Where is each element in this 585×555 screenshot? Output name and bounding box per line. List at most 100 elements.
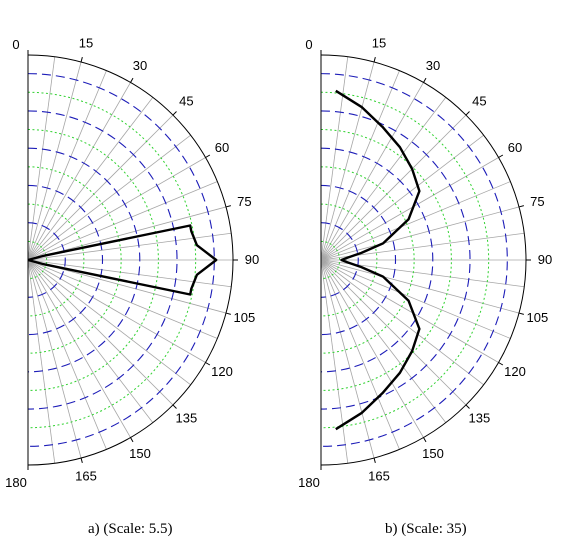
angular-tick-label: 180 (5, 475, 27, 490)
angular-tick-label: 90 (245, 252, 259, 267)
radial-ring-dashed (27, 147, 141, 373)
radial-ring-dashed (320, 222, 359, 298)
radial-ring-dotted (27, 166, 122, 354)
angular-gridline (27, 259, 131, 438)
polar-chart-a: 0 15 30 45 60 75 90 105 120 135 150 165 180 (0, 0, 292, 520)
angular-gridline (27, 82, 131, 261)
angular-gridline (27, 259, 218, 339)
angular-gridline (27, 259, 191, 386)
angular-gridline (320, 259, 424, 438)
angular-tick-label: 15 (372, 36, 386, 51)
angular-tick-mark (225, 205, 231, 208)
angular-tick-label: 105 (234, 310, 256, 325)
angular-gridline (27, 259, 206, 363)
radial-ring-dashed (27, 184, 103, 336)
angular-gridline (27, 181, 218, 261)
radial-ring-dotted (320, 203, 378, 317)
angular-tick-mark (130, 77, 134, 83)
radial-ring-dashed (320, 110, 471, 410)
angular-tick-label: 30 (426, 58, 440, 73)
angular-gridline (27, 134, 191, 261)
angular-tick-label: 45 (472, 94, 486, 109)
angular-gridline (320, 61, 375, 261)
angular-tick-mark (423, 437, 427, 443)
polar-plot-b: 0 15 30 45 60 75 90 105 120 135 150 165 180 (298, 36, 552, 490)
angular-gridline (27, 259, 174, 406)
polar-chart-b: 0 15 30 45 60 75 90 105 120 135 150 165 180 (293, 0, 585, 520)
polar-plot-a: 0 15 30 45 60 75 90 105 120 135 150 165 180 (5, 36, 259, 490)
radial-ring-dashed (320, 184, 396, 336)
angular-tick-mark (373, 57, 376, 63)
angular-tick-mark (465, 404, 470, 409)
angular-tick-label: 0 (12, 37, 19, 52)
angular-tick-mark (465, 111, 470, 116)
angular-gridline (320, 134, 484, 261)
angular-gridline (320, 259, 499, 363)
radial-ring-dotted (27, 240, 47, 280)
radial-ring-dashed (27, 73, 215, 447)
angular-tick-label: 135 (469, 410, 491, 425)
angular-gridline (320, 259, 467, 406)
angular-gridline (320, 97, 447, 261)
angular-tick-label: 150 (422, 446, 444, 461)
angular-gridline (320, 181, 511, 261)
angular-tick-mark (205, 154, 211, 158)
angular-tick-label: 60 (215, 140, 229, 155)
angular-gridline (27, 70, 107, 261)
angular-tick-label: 0 (305, 37, 312, 52)
angular-gridline (320, 259, 349, 464)
angular-tick-label: 45 (179, 94, 193, 109)
angular-tick-mark (172, 404, 177, 409)
radial-ring-dotted (320, 240, 340, 280)
angular-gridline (320, 259, 375, 459)
angular-tick-label: 165 (368, 468, 390, 483)
angular-gridline (320, 259, 400, 450)
angular-gridline (320, 114, 467, 261)
angular-gridline (320, 259, 484, 386)
radial-ring-dashed (27, 110, 178, 410)
angular-tick-mark (80, 457, 83, 463)
radial-ring-dotted (27, 129, 159, 391)
radial-ring-dashed (320, 147, 434, 373)
radial-ring-dotted (27, 203, 85, 317)
angular-gridline (320, 259, 511, 339)
angular-gridline (27, 56, 56, 261)
angular-gridline (27, 61, 82, 261)
angular-gridline (27, 157, 206, 261)
angular-tick-mark (130, 437, 134, 443)
angular-gridline (27, 114, 174, 261)
radial-ring-dotted (320, 166, 415, 354)
angular-gridline (27, 259, 232, 288)
angular-tick-label: 60 (508, 140, 522, 155)
angular-tick-label: 105 (527, 310, 549, 325)
angular-tick-label: 180 (298, 475, 320, 490)
angular-gridline (27, 259, 154, 423)
radial-ring-dotted (320, 91, 490, 429)
series-line (335, 89, 421, 431)
angular-tick-label: 165 (75, 468, 97, 483)
angular-gridline (27, 97, 154, 261)
angular-tick-mark (518, 205, 524, 208)
angular-gridline (320, 70, 400, 261)
angular-tick-label: 135 (176, 410, 198, 425)
angular-tick-label: 75 (530, 194, 544, 209)
angular-tick-mark (172, 111, 177, 116)
angular-tick-label: 15 (79, 36, 93, 51)
angular-gridline (320, 82, 424, 261)
radial-ring-dashed (320, 73, 508, 447)
angular-gridline (27, 259, 56, 464)
angular-gridline (320, 157, 499, 261)
angular-gridline (27, 232, 232, 261)
angular-tick-mark (423, 77, 427, 83)
angular-tick-mark (80, 57, 83, 63)
angular-gridline (320, 259, 447, 423)
angular-tick-mark (498, 154, 504, 158)
radial-ring-dotted (320, 129, 452, 391)
angular-tick-label: 75 (237, 194, 251, 209)
angular-gridline (320, 206, 520, 261)
angular-tick-mark (373, 457, 376, 463)
chart-b-caption: b) (Scale: 35) (385, 521, 467, 537)
radial-ring-dotted (27, 91, 197, 429)
chart-a-caption: a) (Scale: 5.5) (88, 521, 173, 537)
angular-tick-mark (205, 362, 211, 366)
